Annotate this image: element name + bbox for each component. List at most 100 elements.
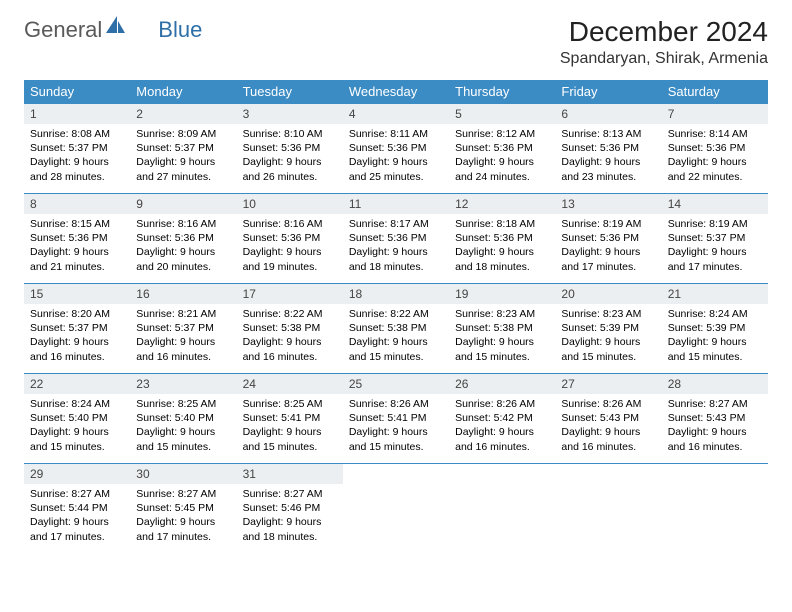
calendar-day-cell: 17Sunrise: 8:22 AMSunset: 5:38 PMDayligh… (237, 284, 343, 374)
day-number: 24 (237, 374, 343, 394)
calendar-day-cell: 26Sunrise: 8:26 AMSunset: 5:42 PMDayligh… (449, 374, 555, 464)
day-detail: Sunrise: 8:27 AMSunset: 5:43 PMDaylight:… (662, 394, 768, 460)
day-number: 19 (449, 284, 555, 304)
page-header: General Blue December 2024 Spandaryan, S… (24, 16, 768, 68)
day-detail: Sunrise: 8:24 AMSunset: 5:39 PMDaylight:… (662, 304, 768, 370)
day-number: 12 (449, 194, 555, 214)
calendar-day-cell: 20Sunrise: 8:23 AMSunset: 5:39 PMDayligh… (555, 284, 661, 374)
calendar-day-cell: 18Sunrise: 8:22 AMSunset: 5:38 PMDayligh… (343, 284, 449, 374)
day-detail: Sunrise: 8:24 AMSunset: 5:40 PMDaylight:… (24, 394, 130, 460)
calendar-week-row: 29Sunrise: 8:27 AMSunset: 5:44 PMDayligh… (24, 464, 768, 554)
calendar-day-cell: 16Sunrise: 8:21 AMSunset: 5:37 PMDayligh… (130, 284, 236, 374)
day-detail: Sunrise: 8:25 AMSunset: 5:41 PMDaylight:… (237, 394, 343, 460)
day-detail: Sunrise: 8:25 AMSunset: 5:40 PMDaylight:… (130, 394, 236, 460)
day-detail: Sunrise: 8:08 AMSunset: 5:37 PMDaylight:… (24, 124, 130, 190)
day-number: 18 (343, 284, 449, 304)
day-number: 26 (449, 374, 555, 394)
day-detail: Sunrise: 8:21 AMSunset: 5:37 PMDaylight:… (130, 304, 236, 370)
day-detail: Sunrise: 8:14 AMSunset: 5:36 PMDaylight:… (662, 124, 768, 190)
day-detail: Sunrise: 8:12 AMSunset: 5:36 PMDaylight:… (449, 124, 555, 190)
day-number: 10 (237, 194, 343, 214)
calendar-week-row: 8Sunrise: 8:15 AMSunset: 5:36 PMDaylight… (24, 194, 768, 284)
day-detail: Sunrise: 8:10 AMSunset: 5:36 PMDaylight:… (237, 124, 343, 190)
day-number: 1 (24, 104, 130, 124)
day-number: 29 (24, 464, 130, 484)
calendar-day-cell: 11Sunrise: 8:17 AMSunset: 5:36 PMDayligh… (343, 194, 449, 284)
day-number: 31 (237, 464, 343, 484)
day-detail: Sunrise: 8:13 AMSunset: 5:36 PMDaylight:… (555, 124, 661, 190)
logo: General Blue (24, 16, 202, 43)
day-number: 20 (555, 284, 661, 304)
day-number: 22 (24, 374, 130, 394)
day-detail: Sunrise: 8:19 AMSunset: 5:36 PMDaylight:… (555, 214, 661, 280)
day-number: 21 (662, 284, 768, 304)
day-detail: Sunrise: 8:27 AMSunset: 5:45 PMDaylight:… (130, 484, 236, 550)
day-number: 9 (130, 194, 236, 214)
weekday-header: Tuesday (237, 80, 343, 104)
calendar-day-cell: .. (343, 464, 449, 554)
day-number: 7 (662, 104, 768, 124)
weekday-header: Monday (130, 80, 236, 104)
calendar-day-cell: 24Sunrise: 8:25 AMSunset: 5:41 PMDayligh… (237, 374, 343, 464)
day-number: 2 (130, 104, 236, 124)
day-detail: Sunrise: 8:27 AMSunset: 5:46 PMDaylight:… (237, 484, 343, 550)
day-number: 8 (24, 194, 130, 214)
day-detail: Sunrise: 8:26 AMSunset: 5:42 PMDaylight:… (449, 394, 555, 460)
calendar-day-cell: 27Sunrise: 8:26 AMSunset: 5:43 PMDayligh… (555, 374, 661, 464)
calendar-day-cell: 9Sunrise: 8:16 AMSunset: 5:36 PMDaylight… (130, 194, 236, 284)
calendar-day-cell: 1Sunrise: 8:08 AMSunset: 5:37 PMDaylight… (24, 104, 130, 194)
day-detail: Sunrise: 8:16 AMSunset: 5:36 PMDaylight:… (237, 214, 343, 280)
calendar-day-cell: 13Sunrise: 8:19 AMSunset: 5:36 PMDayligh… (555, 194, 661, 284)
day-number: 27 (555, 374, 661, 394)
calendar-body: 1Sunrise: 8:08 AMSunset: 5:37 PMDaylight… (24, 104, 768, 554)
calendar-day-cell: 7Sunrise: 8:14 AMSunset: 5:36 PMDaylight… (662, 104, 768, 194)
day-detail: Sunrise: 8:16 AMSunset: 5:36 PMDaylight:… (130, 214, 236, 280)
calendar-day-cell: 31Sunrise: 8:27 AMSunset: 5:46 PMDayligh… (237, 464, 343, 554)
day-detail: Sunrise: 8:19 AMSunset: 5:37 PMDaylight:… (662, 214, 768, 280)
day-number: 28 (662, 374, 768, 394)
day-detail: Sunrise: 8:27 AMSunset: 5:44 PMDaylight:… (24, 484, 130, 550)
day-number: 5 (449, 104, 555, 124)
logo-sail-icon (106, 16, 126, 39)
logo-text-general: General (24, 17, 102, 43)
calendar-table: SundayMondayTuesdayWednesdayThursdayFrid… (24, 80, 768, 554)
day-number: 14 (662, 194, 768, 214)
day-number: 30 (130, 464, 236, 484)
day-detail: Sunrise: 8:23 AMSunset: 5:38 PMDaylight:… (449, 304, 555, 370)
day-detail: Sunrise: 8:09 AMSunset: 5:37 PMDaylight:… (130, 124, 236, 190)
calendar-day-cell: 5Sunrise: 8:12 AMSunset: 5:36 PMDaylight… (449, 104, 555, 194)
calendar-week-row: 1Sunrise: 8:08 AMSunset: 5:37 PMDaylight… (24, 104, 768, 194)
weekday-header: Friday (555, 80, 661, 104)
calendar-day-cell: 28Sunrise: 8:27 AMSunset: 5:43 PMDayligh… (662, 374, 768, 464)
calendar-day-cell: 21Sunrise: 8:24 AMSunset: 5:39 PMDayligh… (662, 284, 768, 374)
logo-text-blue: Blue (158, 17, 202, 43)
weekday-header: Wednesday (343, 80, 449, 104)
calendar-week-row: 15Sunrise: 8:20 AMSunset: 5:37 PMDayligh… (24, 284, 768, 374)
day-detail: Sunrise: 8:11 AMSunset: 5:36 PMDaylight:… (343, 124, 449, 190)
calendar-week-row: 22Sunrise: 8:24 AMSunset: 5:40 PMDayligh… (24, 374, 768, 464)
calendar-day-cell: 4Sunrise: 8:11 AMSunset: 5:36 PMDaylight… (343, 104, 449, 194)
calendar-day-cell: 10Sunrise: 8:16 AMSunset: 5:36 PMDayligh… (237, 194, 343, 284)
calendar-day-cell: 8Sunrise: 8:15 AMSunset: 5:36 PMDaylight… (24, 194, 130, 284)
calendar-day-cell: 2Sunrise: 8:09 AMSunset: 5:37 PMDaylight… (130, 104, 236, 194)
day-number: 23 (130, 374, 236, 394)
day-number: 16 (130, 284, 236, 304)
day-number: 4 (343, 104, 449, 124)
day-number: 25 (343, 374, 449, 394)
month-title: December 2024 (560, 16, 768, 48)
day-detail: Sunrise: 8:18 AMSunset: 5:36 PMDaylight:… (449, 214, 555, 280)
day-detail: Sunrise: 8:17 AMSunset: 5:36 PMDaylight:… (343, 214, 449, 280)
calendar-day-cell: 25Sunrise: 8:26 AMSunset: 5:41 PMDayligh… (343, 374, 449, 464)
day-detail: Sunrise: 8:22 AMSunset: 5:38 PMDaylight:… (237, 304, 343, 370)
day-detail: Sunrise: 8:26 AMSunset: 5:43 PMDaylight:… (555, 394, 661, 460)
title-block: December 2024 Spandaryan, Shirak, Armeni… (560, 16, 768, 68)
day-number: 3 (237, 104, 343, 124)
calendar-day-cell: 3Sunrise: 8:10 AMSunset: 5:36 PMDaylight… (237, 104, 343, 194)
weekday-header: Thursday (449, 80, 555, 104)
weekday-header: Sunday (24, 80, 130, 104)
calendar-day-cell: 30Sunrise: 8:27 AMSunset: 5:45 PMDayligh… (130, 464, 236, 554)
calendar-day-cell: .. (449, 464, 555, 554)
calendar-day-cell: .. (555, 464, 661, 554)
weekday-header: Saturday (662, 80, 768, 104)
day-detail: Sunrise: 8:26 AMSunset: 5:41 PMDaylight:… (343, 394, 449, 460)
